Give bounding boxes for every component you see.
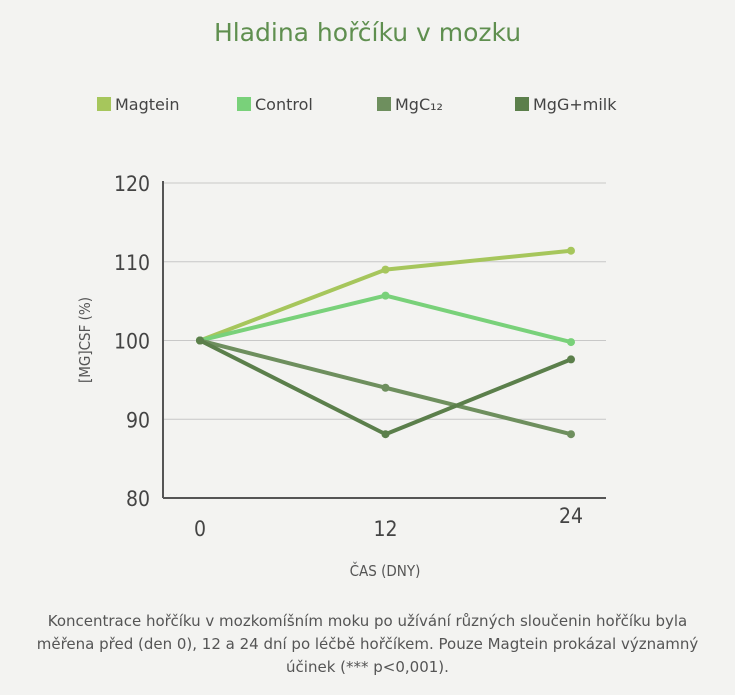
legend-label-mgc12: MgC₁₂ <box>395 94 443 114</box>
legend-item-mgc12: MgC₁₂ <box>377 93 443 115</box>
data-point-control-1 <box>381 291 390 300</box>
legend-swatch-magtein <box>97 97 111 111</box>
legend-item-mgg-milk: MgG+milk <box>515 93 617 115</box>
legend-swatch-mgc12 <box>377 97 391 111</box>
data-point-magtein-1 <box>381 265 390 274</box>
chart-title: Hladina hořčíku v mozku <box>213 18 522 47</box>
legend-label-mgg-milk: MgG+milk <box>533 94 617 114</box>
chart-legend: Magtein Control MgC₁₂ MgG+milk <box>0 93 735 115</box>
data-point-mgg-milk-1 <box>381 430 390 439</box>
chart-caption: Koncentrace hořčíku v mozkomíšním moku p… <box>36 612 699 676</box>
data-point-mgg-milk-0 <box>196 336 204 345</box>
legend-label-control: Control <box>255 94 313 114</box>
y-tick-label: 110 <box>114 251 150 275</box>
data-point-mgc--1 <box>381 383 390 392</box>
y-tick-label: 80 <box>126 487 150 511</box>
data-point-magtein-2 <box>567 246 575 255</box>
data-point-control-2 <box>567 338 575 347</box>
legend-item-control: Control <box>237 93 313 115</box>
data-point-mgg-milk-2 <box>567 355 575 364</box>
y-tick-label: 100 <box>114 330 150 354</box>
legend-swatch-mgg-milk <box>515 97 529 111</box>
legend-label-magtein: Magtein <box>115 94 180 114</box>
x-axis-title: ČAS (DNY) <box>350 561 421 580</box>
line-chart: 80 90 100 110 120 0 12 24 ČAS (DNY) [MG]CSF (%) <box>76 172 606 580</box>
x-tick-label: 24 <box>559 504 583 528</box>
y-axis-title: [MG]CSF (%) <box>76 297 94 383</box>
x-tick-label: 0 <box>194 517 206 541</box>
legend-item-magtein: Magtein <box>97 93 179 115</box>
data-point-mgc--2 <box>567 430 575 439</box>
y-tick-label: 120 <box>114 172 150 196</box>
y-tick-label: 90 <box>126 408 150 432</box>
x-tick-label: 12 <box>373 517 397 541</box>
legend-swatch-control <box>237 97 251 111</box>
